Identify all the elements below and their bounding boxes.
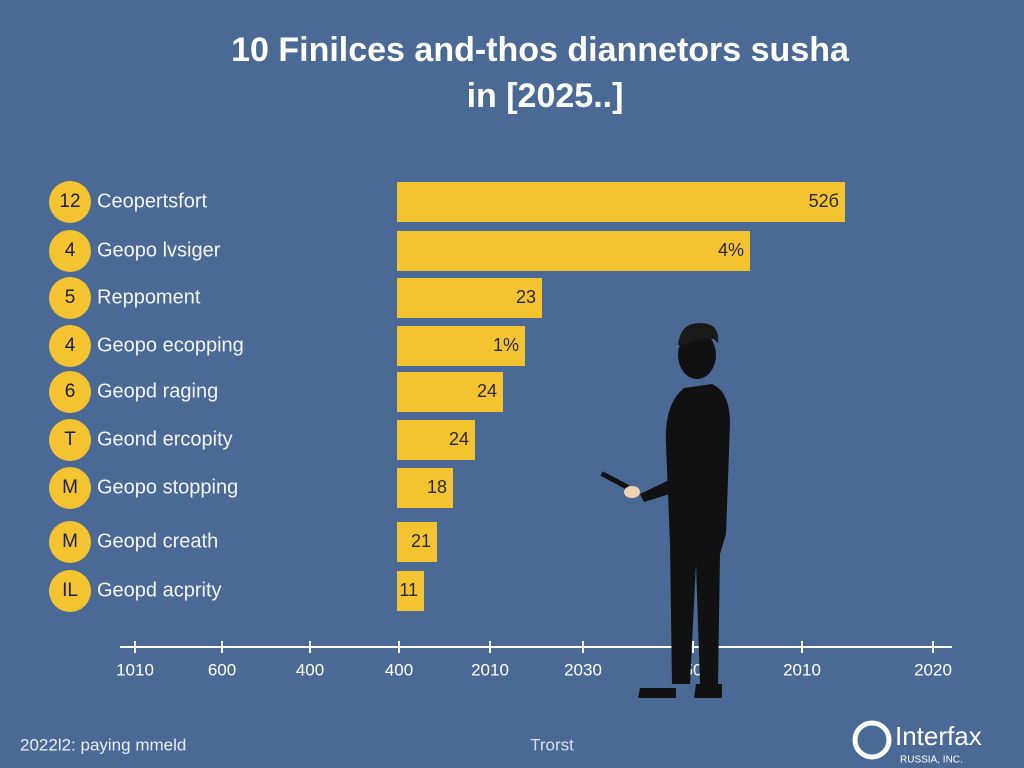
badge-text: IL [62,580,78,601]
badge [49,570,91,612]
axis-label: 2020 [914,660,952,679]
row-label: Geopo ecopping [97,334,244,356]
badge [49,521,91,563]
footer-center: Trorst [530,735,574,754]
value-label: 24 [477,381,497,401]
bar [397,468,453,508]
axis: 1010 600 400 400 2010 2030 50 2010 2020 [116,641,952,679]
row-label: Geopd raging [97,380,218,402]
value-label: 21 [411,531,431,551]
axis-label: 2030 [564,660,602,679]
value-label: 18 [427,477,447,497]
axis-label: 400 [296,660,324,679]
row-label: Reppoment [97,286,201,308]
row-label: Geond ercopity [97,428,233,450]
axis-label: 2010 [471,660,509,679]
badge-text: M [62,477,78,498]
badge-text: 4 [65,335,76,356]
bar [397,571,424,611]
title-line: in [2025..] [467,77,624,115]
axis-label: 2010 [783,660,821,679]
person-illustration [600,323,730,698]
value-label: 1% [493,335,519,355]
row-label: Geopd creath [97,530,218,552]
badge-text: 5 [65,287,76,308]
row-label: Geopo stopping [97,476,238,498]
bar [397,278,542,318]
logo-mark [852,720,892,760]
badge-text: 4 [65,240,76,261]
footer-note: 2022l2: paying mmeld [20,735,186,754]
logo-text: Interfax [895,721,982,751]
logo-sub: RUSSIA, INC. [900,755,963,766]
badge [49,419,91,461]
badge [49,277,91,319]
row-label: Ceopertsfort [97,190,207,212]
bar [397,372,503,412]
row-label: Geopd acprity [97,579,222,601]
badge [49,230,91,272]
badge-text: M [62,531,78,552]
badge-text: T [64,429,76,450]
bar [397,231,750,271]
bar [397,420,475,460]
value-label: 4% [718,240,744,260]
badge-text: 12 [59,191,80,212]
badge [49,325,91,367]
value-label: 11 [399,580,418,600]
badge-text: 6 [65,381,76,402]
title-line: 10 Finilces and-thos diannetors susha [231,31,850,69]
bar [397,182,845,222]
value-label: 24 [449,429,469,449]
axis-label: 1010 [116,660,154,679]
value-label: 52б [809,191,839,211]
badge [49,181,91,223]
bar [397,326,525,366]
bar-list: 12 Ceopertsfort 52б 4 Geopo lvsiger 4% 5 Reppom… [49,181,845,612]
axis-label: 400 [385,660,413,679]
badge [49,467,91,509]
badge [49,371,91,413]
bar [397,522,437,562]
value-label: 23 [516,287,536,307]
axis-label: 600 [208,660,236,679]
row-label: Geopo lvsiger [97,239,221,261]
